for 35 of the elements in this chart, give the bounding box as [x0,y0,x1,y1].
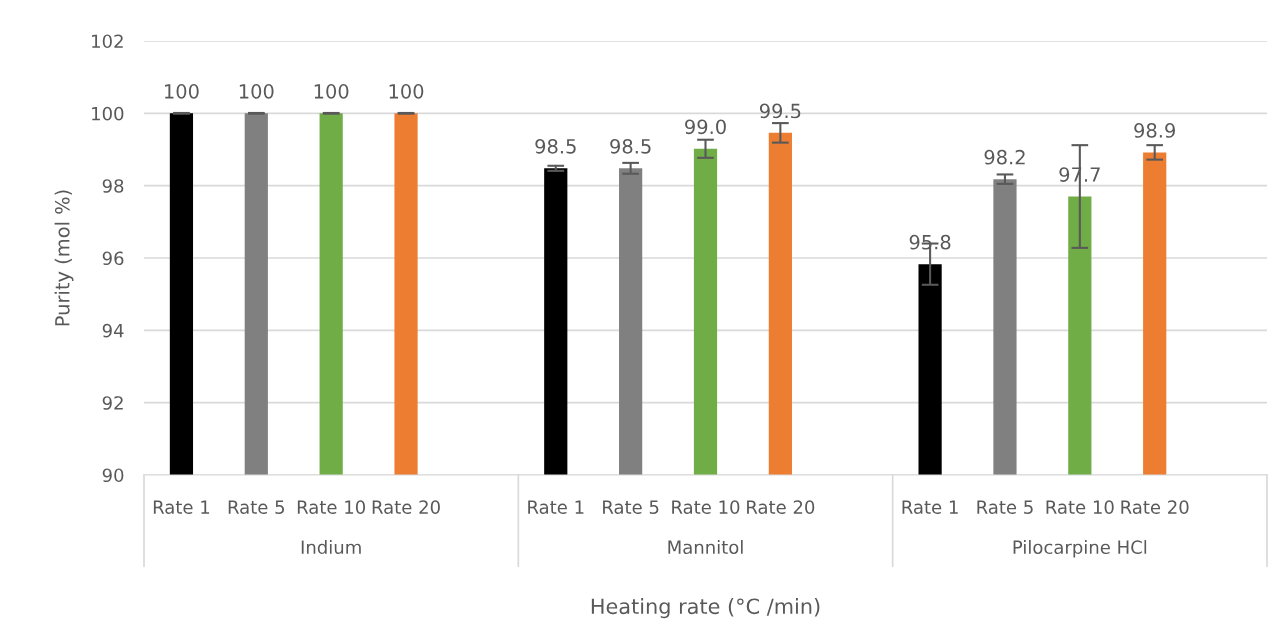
data-label: 100 [314,84,349,99]
data-label: 99.0 [685,119,726,135]
x-tick-label: Rate 20 [1121,500,1189,514]
data-label: 95.8 [909,234,951,250]
x-tick-label: Rate 1 [902,500,958,514]
x-tick-label: Rate 20 [372,500,440,514]
text: Indium [301,540,361,555]
y-axis-title: Purity (mol %) [54,190,74,326]
x-tick-label: Rate 1 [153,500,210,514]
data-label: 98.5 [535,138,576,154]
x-tick-label: Rate 10 [1046,500,1114,514]
text: Mannitol [668,540,743,555]
y-tick-label: 96 [102,251,124,266]
x-tick-label: Rate 5 [228,500,285,514]
data-label: 100 [239,84,274,99]
data-label: 99.5 [759,103,801,119]
x-tick-label: Rate 10 [297,500,366,514]
y-tick-label: 98 [102,179,124,193]
y-tick-label: 94 [102,323,124,338]
x-tick-label: Rate 1 [528,500,584,514]
y-tick-label: 90 [102,468,124,483]
data-label: 98.5 [610,138,651,154]
y-tick-label: 100 [92,106,124,121]
y-tick-label: 92 [102,396,123,410]
x-tick-label: Rate 20 [747,500,815,514]
x-axis-title: Heating rate (°C /min) [591,598,820,619]
data-label: 98.2 [984,149,1025,165]
x-tick-label: Rate 5 [603,500,659,514]
data-label: 100 [165,84,199,99]
text: Pilocarpine HCl [1013,540,1147,558]
data-label: 98.9 [1134,123,1175,138]
data-label: 100 [389,84,424,99]
y-tick-label: 102 [92,34,123,49]
x-tick-label: Rate 10 [672,500,740,514]
x-tick-label: Rate 5 [977,500,1033,514]
